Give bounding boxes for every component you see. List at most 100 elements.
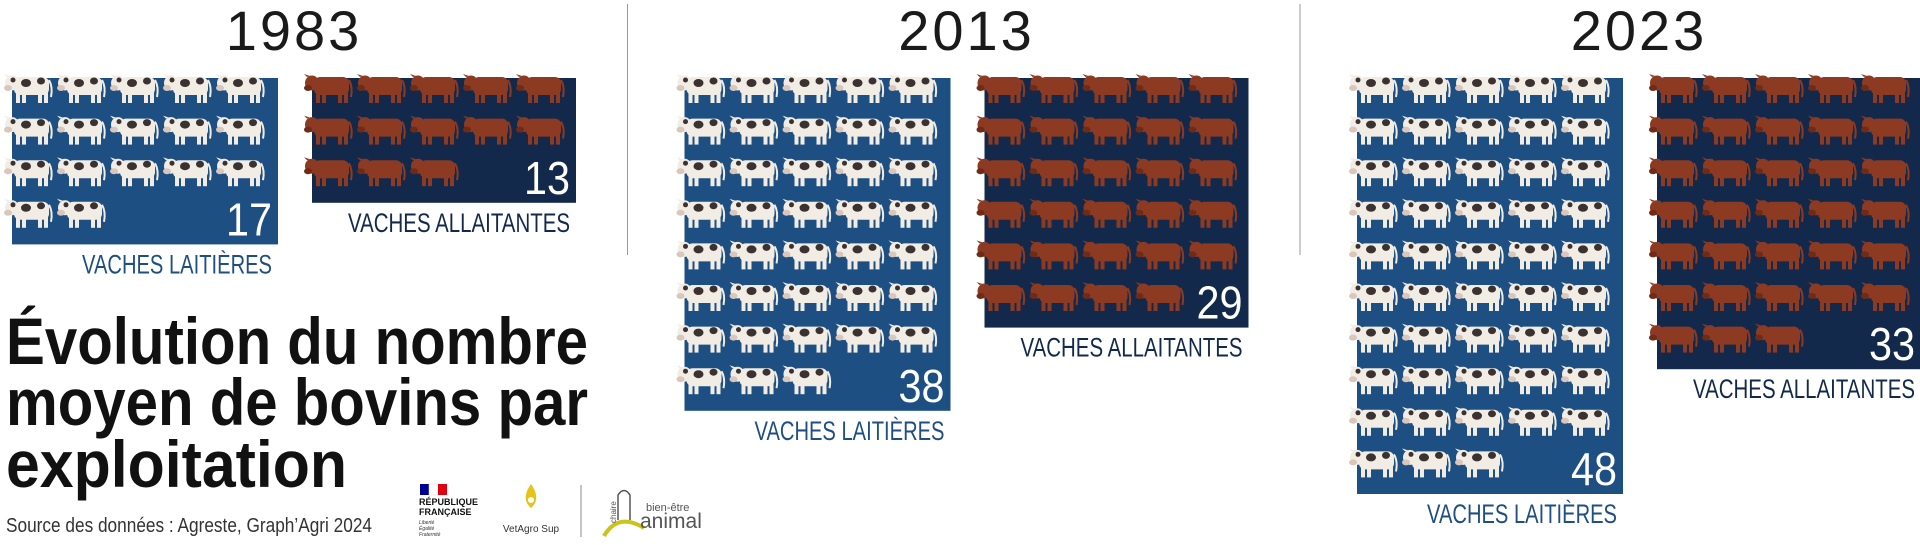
cow-leg: [928, 215, 933, 228]
cow-body: [1818, 77, 1853, 95]
cow-leg: [1442, 132, 1446, 145]
cow-leg: [1520, 257, 1524, 270]
cow-leg: [1548, 423, 1552, 436]
cow-spot: [789, 243, 794, 249]
cow-icon: [1755, 282, 1804, 311]
cow-spot: [1382, 160, 1390, 168]
cow-leg: [928, 91, 933, 103]
cow-ear: [516, 115, 522, 119]
cow-leg: [122, 91, 126, 103]
cow-icon: [676, 323, 726, 353]
cow-leg: [534, 91, 538, 103]
cow-ear: [1808, 74, 1814, 77]
cow-leg: [1063, 174, 1068, 187]
cow-tail: [1605, 287, 1610, 306]
cow-leg: [1542, 299, 1546, 311]
cow-leg: [1661, 257, 1665, 270]
cow-leg: [1414, 465, 1418, 478]
cow-icon: [729, 282, 779, 311]
cow-spot: [1355, 285, 1361, 291]
cow-leg: [1795, 215, 1799, 228]
cow-icon: [1402, 115, 1451, 145]
cow-muzzle: [1755, 293, 1763, 299]
cow-muzzle: [1402, 334, 1410, 341]
cow-spot: [1472, 245, 1482, 254]
cow-leg: [16, 132, 20, 145]
cow-ear: [1029, 282, 1036, 285]
cow-spot: [746, 328, 757, 337]
cow-leg: [988, 174, 993, 187]
cow-icon: [1082, 198, 1132, 228]
cow-spot: [1578, 162, 1588, 171]
cow-leg: [1436, 174, 1440, 187]
cow-tail: [826, 245, 832, 264]
cow-muzzle: [57, 85, 65, 91]
cow-icon: [1455, 282, 1504, 311]
cow-leg: [1795, 174, 1799, 187]
cow-icon: [410, 157, 459, 187]
cow-spot: [1567, 160, 1573, 166]
cow-leg: [1436, 91, 1440, 103]
cow-leg: [1222, 132, 1227, 145]
cow-tail: [1605, 245, 1610, 264]
cow-leg: [1383, 382, 1387, 395]
cow-ear: [110, 157, 116, 161]
cow-leg: [1010, 91, 1015, 103]
cow-leg: [1069, 91, 1074, 103]
logo-figure: [617, 489, 631, 520]
cow-leg: [16, 91, 20, 103]
cow-leg: [1820, 215, 1824, 228]
cow-tail: [454, 162, 459, 181]
cow-ear: [729, 240, 736, 244]
cow-tail: [1393, 329, 1398, 347]
cow-muzzle: [1702, 168, 1710, 175]
cow-leg: [1383, 423, 1387, 436]
cow-tail: [1126, 287, 1132, 306]
cow-ear: [1402, 115, 1408, 119]
cow-leg: [1222, 257, 1227, 270]
cow-muzzle: [1649, 209, 1657, 216]
cow-spot: [868, 285, 877, 293]
cow-spot: [1435, 160, 1443, 168]
cow-muzzle: [1808, 209, 1816, 216]
cow-spot: [1578, 328, 1588, 337]
cow-spot: [1419, 245, 1429, 254]
cow-spot: [116, 77, 122, 83]
cow-leg: [816, 340, 821, 353]
cow-leg: [1010, 299, 1015, 311]
cow-leg: [1467, 132, 1471, 145]
cow-icon: [1561, 323, 1610, 353]
cow-leg: [1548, 215, 1552, 228]
cow-tail: [1073, 121, 1079, 139]
cow-leg: [741, 299, 746, 311]
cow-spot: [1514, 327, 1520, 333]
cow-leg: [1010, 257, 1015, 270]
cow-leg: [694, 299, 699, 311]
cow-ear: [1349, 448, 1355, 452]
cow-leg: [203, 174, 207, 187]
cow-muzzle: [110, 168, 118, 175]
cow-spot: [683, 368, 688, 374]
cow-icon: [1861, 74, 1910, 103]
cow-ear: [1702, 323, 1708, 327]
cow-leg: [1683, 257, 1687, 270]
cow-leg: [1789, 215, 1793, 228]
cow-muzzle: [676, 126, 685, 133]
cow-muzzle: [1702, 334, 1710, 341]
cow-tail: [1393, 245, 1398, 264]
cow-tail: [1905, 121, 1910, 139]
cow-leg: [1175, 132, 1180, 145]
cow-icon: [835, 115, 885, 145]
cow-icon: [163, 115, 212, 145]
cow-leg: [144, 132, 148, 145]
cow-leg: [853, 299, 858, 311]
cow-leg: [1495, 382, 1499, 395]
cow-leg: [475, 91, 479, 103]
cow-icon: [1808, 74, 1857, 103]
cow-leg: [1520, 299, 1524, 311]
cow-body: [1871, 201, 1906, 220]
cow-icon: [1561, 240, 1610, 270]
cow-tail: [507, 79, 512, 98]
cow-leg: [1573, 91, 1577, 103]
cow-leg: [769, 340, 774, 353]
